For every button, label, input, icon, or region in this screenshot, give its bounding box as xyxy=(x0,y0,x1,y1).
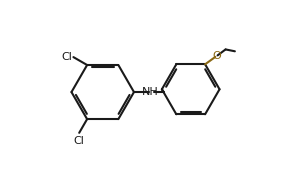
Text: Cl: Cl xyxy=(62,52,73,62)
Text: Cl: Cl xyxy=(74,136,85,146)
Text: NH: NH xyxy=(142,87,159,97)
Text: O: O xyxy=(212,51,221,61)
